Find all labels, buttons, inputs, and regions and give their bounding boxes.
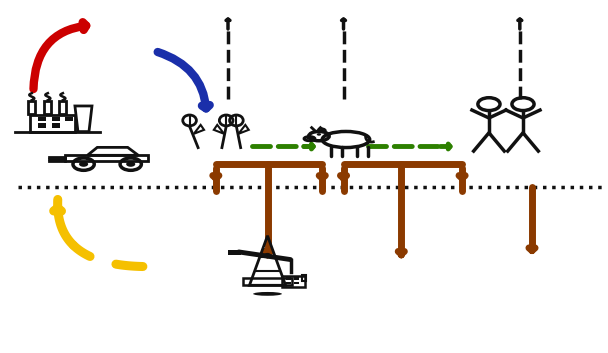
Bar	[30, 115, 75, 132]
Circle shape	[126, 161, 135, 167]
Circle shape	[317, 133, 321, 136]
Bar	[294, 282, 299, 285]
Bar	[286, 282, 291, 285]
Bar	[294, 277, 299, 280]
Circle shape	[306, 138, 310, 140]
Bar	[28, 101, 35, 114]
Bar	[302, 275, 306, 281]
Bar	[38, 124, 46, 127]
Circle shape	[309, 138, 313, 140]
Bar	[243, 278, 292, 285]
Bar	[52, 117, 60, 121]
Bar	[44, 101, 51, 114]
Bar	[38, 117, 46, 121]
Bar	[59, 101, 66, 114]
Bar	[228, 250, 241, 255]
Ellipse shape	[253, 292, 282, 296]
Circle shape	[264, 253, 271, 257]
Bar	[52, 124, 60, 127]
Circle shape	[79, 161, 88, 167]
Bar	[286, 277, 291, 280]
Bar	[282, 276, 305, 287]
Bar	[65, 117, 73, 121]
